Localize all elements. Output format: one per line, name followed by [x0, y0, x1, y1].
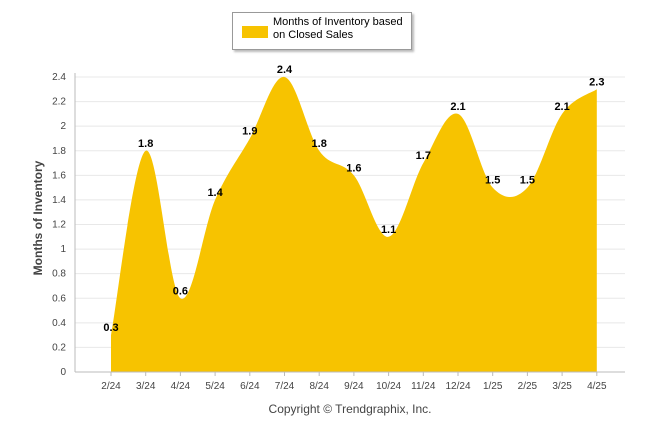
data-label: 1.7 [416, 150, 431, 162]
data-label: 1.5 [485, 175, 500, 187]
data-label: 1.1 [381, 224, 396, 236]
data-label: 1.8 [138, 138, 153, 150]
x-tick-label: 1/25 [483, 381, 503, 392]
x-tick-label: 2/24 [101, 381, 121, 392]
y-axis-title: Months of Inventory [31, 160, 45, 275]
legend-label: Months of Inventory based on Closed Sale… [273, 16, 403, 41]
data-label: 2.3 [589, 76, 604, 88]
y-tick-label: 0.8 [52, 269, 66, 280]
legend-swatch [242, 26, 268, 38]
y-tick-label: 1.6 [52, 170, 66, 181]
y-tick-label: 1 [60, 244, 66, 255]
axes [74, 73, 625, 373]
y-tick-label: 0 [60, 367, 66, 378]
y-tick-labels: 0 0.2 0.4 0.6 0.8 1 1.2 1.4 1.6 1.8 2 2.2 2.4 [52, 72, 66, 378]
y-tick-label: 0.6 [52, 293, 66, 304]
y-tick-label: 2.2 [52, 97, 66, 108]
data-label: 0.6 [173, 285, 188, 297]
legend: Months of Inventory based on Closed Sale… [232, 12, 412, 50]
data-label: 2.1 [554, 101, 569, 113]
x-tick-label: 7/24 [275, 381, 295, 392]
x-tick-label: 4/25 [587, 381, 607, 392]
y-tick-label: 1.8 [52, 146, 66, 157]
x-tick-label: 10/24 [376, 381, 401, 392]
x-tick-label: 3/24 [136, 381, 156, 392]
data-label: 1.8 [312, 138, 327, 150]
x-tick-label: 9/24 [344, 381, 364, 392]
data-label: 0.3 [103, 322, 118, 334]
data-label: 1.6 [346, 162, 361, 174]
x-tick-label: 4/24 [171, 381, 191, 392]
x-tick-label: 2/25 [518, 381, 538, 392]
y-tick-label: 2 [60, 121, 66, 132]
area-series-fill [111, 76, 597, 372]
x-tick-label: 6/24 [240, 381, 260, 392]
data-labels: 0.3 1.8 0.6 1.4 1.9 2.4 1.8 1.6 1.1 1.7 2.1 1.5 1.5 2… [103, 64, 604, 334]
data-label: 1.5 [520, 175, 535, 187]
data-label: 1.4 [207, 187, 223, 199]
y-tick-label: 0.4 [52, 318, 66, 329]
x-tick-label: 8/24 [309, 381, 329, 392]
data-label: 1.9 [242, 125, 257, 137]
data-label: 2.4 [277, 64, 293, 76]
y-tick-label: 1.2 [52, 220, 66, 231]
y-tick-label: 1.4 [52, 195, 66, 206]
x-tick-label: 3/25 [552, 381, 572, 392]
data-label: 2.1 [450, 101, 465, 113]
x-tick-label: 12/24 [445, 381, 470, 392]
y-tick-label: 2.4 [52, 72, 66, 83]
x-tick-label: 11/24 [411, 381, 436, 392]
x-tick-labels: 2/24 3/24 4/24 5/24 6/24 7/24 8/24 9/24 10/24 11/… [101, 372, 607, 392]
y-tick-label: 0.2 [52, 342, 66, 353]
copyright-footer: Copyright © Trendgraphix, Inc. [268, 402, 432, 416]
x-tick-label: 5/24 [205, 381, 225, 392]
